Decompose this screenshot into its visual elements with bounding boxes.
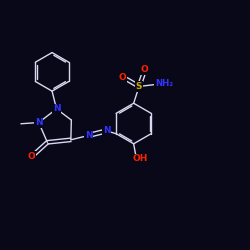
Text: O: O <box>28 152 35 161</box>
Text: S: S <box>136 82 142 91</box>
Text: N: N <box>103 126 110 136</box>
Text: O: O <box>119 73 127 82</box>
Text: N: N <box>53 104 60 114</box>
Text: N: N <box>35 118 42 127</box>
Text: OH: OH <box>133 154 148 163</box>
Text: NH₂: NH₂ <box>155 79 173 88</box>
Text: N: N <box>85 131 92 140</box>
Text: O: O <box>141 65 148 74</box>
